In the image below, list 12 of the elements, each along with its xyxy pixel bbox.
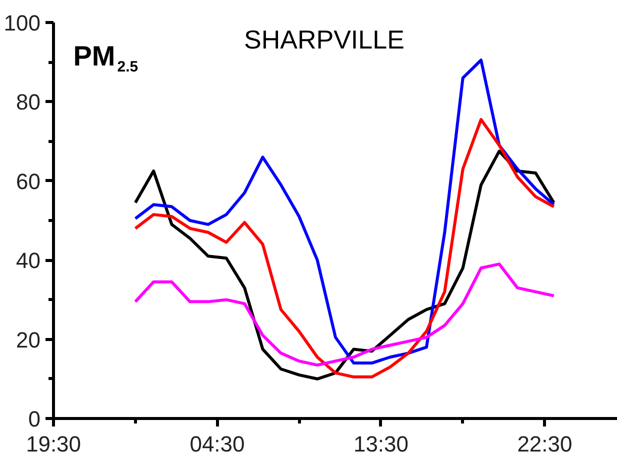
x-tick-label: 04:30 [190, 432, 245, 456]
y-tick-label: 40 [16, 248, 41, 274]
x-tick-label: 19:30 [26, 432, 82, 456]
chart-title: SHARPVILLE [244, 24, 404, 54]
y-tick-label: 20 [16, 327, 41, 352]
x-tick-label: 13:30 [353, 432, 409, 456]
line-series [134, 262, 556, 367]
y-tick-label: 60 [16, 168, 41, 194]
y-tick-label: 80 [16, 90, 41, 115]
x-tick-label: 22:30 [517, 432, 572, 456]
y-tick-label: 100 [4, 10, 41, 36]
y-tick-label: 0 [28, 406, 41, 432]
